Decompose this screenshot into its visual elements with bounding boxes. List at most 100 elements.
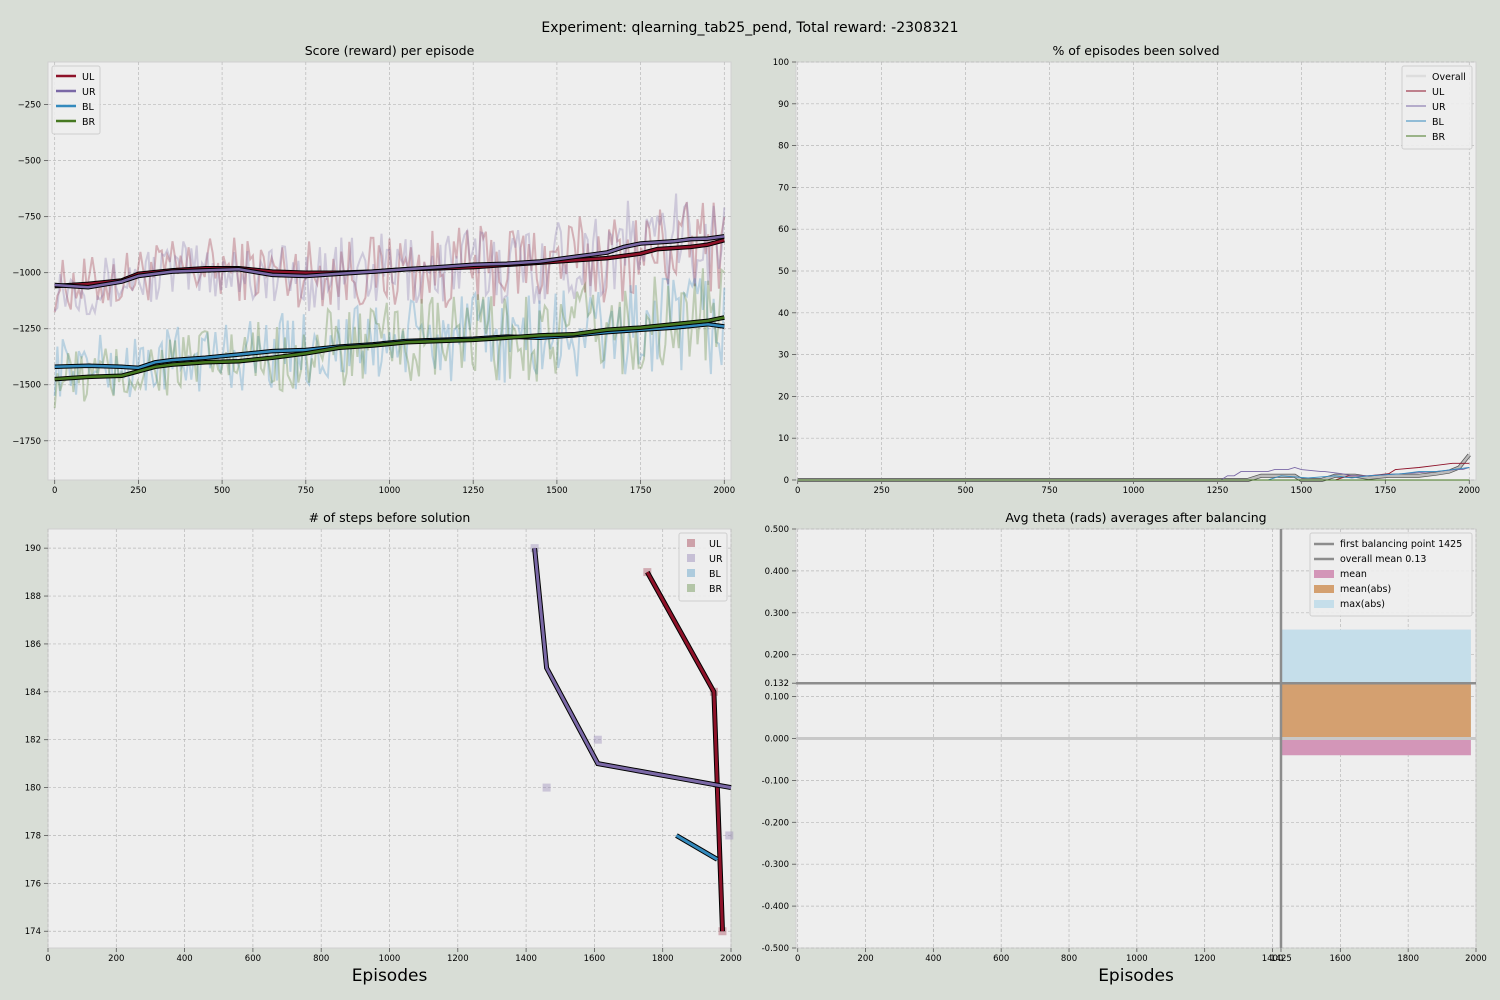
y-tick-label: −750 [18,213,41,223]
legend-label: UR [1432,102,1446,113]
y-tick-label: 0 [784,476,789,486]
x-axis-label: Episodes [1098,966,1174,986]
y-tick-label: 0.000 [765,735,789,745]
y-tick-label: 176 [25,879,41,889]
chart-score: Score (reward) per episode 0 250 500 750 1000… [12,43,735,496]
x-tick-label: 1200 [1194,954,1216,964]
x-tick-label: 1800 [1397,954,1419,964]
x-tick-label: 250 [874,486,890,496]
y-tick-label: 20 [778,392,789,402]
x-tick-label: 1400 [1262,954,1284,964]
x-tick-label: 250 [130,486,146,496]
legend-box [1309,532,1473,617]
legend-label: first balancing point 1425 [1340,539,1462,550]
x-tick-label: 1750 [630,486,652,496]
smoothed-line-UR [54,235,725,289]
y-tick-label: 0.400 [765,567,789,577]
x-tick-label: 1800 [652,954,674,964]
x-tick-label: 2000 [720,954,742,964]
legend: UL UR BL BR [678,532,728,602]
chart-theta: Avg theta (rads) averages after balancin… [762,510,1487,986]
bar-mean(abs) [1280,683,1471,739]
legend-label: mean(abs) [1340,584,1391,595]
x-tick-label: 1000 [379,486,401,496]
legend-label: UL [82,72,95,83]
x-tick-label: 2000 [713,486,735,496]
x-tick-label: 1250 [462,486,484,496]
y-tick-label: −1500 [12,381,41,391]
y-tick-label: 178 [25,831,41,841]
x-tick-label: 400 [925,954,941,964]
marker-UR [542,783,551,792]
legend-label: UR [709,554,723,565]
legend-swatch [1314,570,1334,578]
raw-line-UL [53,201,726,313]
x-tick-label: 750 [1041,486,1057,496]
line-BL [675,834,719,861]
y-tick-label: -0.500 [762,944,789,954]
x-tick-label: 0 [45,954,50,964]
x-tick-label: 600 [993,954,1009,964]
chart-title: % of episodes been solved [1052,43,1219,58]
y-tick-label: −1750 [12,437,41,447]
legend-swatch [1314,585,1334,593]
x-tick-label: 0 [795,486,800,496]
legend-label: UL [1432,87,1445,98]
y-tick-label: 0.100 [765,693,789,703]
raw-line-UR [53,193,726,317]
y-tick-label: 10 [778,434,789,444]
x-tick-label: 0 [795,954,800,964]
legend-label: UL [709,539,722,550]
x-tick-label: 1000 [1126,954,1148,964]
y-tick-label: 184 [25,688,41,698]
legend-label: BL [1432,117,1445,128]
legend: Overall UL UR BL BR [1401,65,1473,150]
bar-mean [1280,738,1471,756]
x-tick-label: 1750 [1375,486,1397,496]
y-tick-label: -0.300 [762,860,789,870]
y-tick-label: 50 [778,267,789,277]
legend-swatch [1314,600,1334,608]
x-tick-label: 1200 [447,954,469,964]
legend-box [678,532,728,602]
legend-label: mean [1340,569,1367,580]
x-tick-label: 1400 [515,954,537,964]
x-tick-label: 750 [298,486,314,496]
smoothed-line-BR [54,316,725,381]
y-tick-label: 188 [25,592,41,602]
legend-label: overall mean 0.13 [1340,554,1426,565]
x-tick-label: 1000 [1123,486,1145,496]
legend-label: BR [1432,132,1446,143]
x-tick-label: 1500 [1291,486,1313,496]
figure-suptitle: Experiment: qlearning_tab25_pend, Total … [541,20,958,36]
legend-swatch [687,554,695,562]
legend-label: max(abs) [1340,599,1385,610]
y-tick-label: 0.200 [765,651,789,661]
y-tick-label: 30 [778,351,789,361]
plot-area [47,528,732,949]
marker-UR [725,831,734,840]
y-tick-label: 0.300 [765,609,789,619]
y-tick-label: 186 [25,640,41,650]
x-tick-label: 2000 [1458,486,1480,496]
chart-title: # of steps before solution [309,510,471,525]
x-tick-label: 500 [957,486,973,496]
y-tick-label: 60 [778,225,789,235]
x-tick-label: 600 [245,954,261,964]
series-line-UR [797,467,1470,481]
line-UR [533,548,732,790]
x-tick-label: 1000 [379,954,401,964]
x-tick-label: 1425 [1270,954,1292,964]
chart-title: Avg theta (rads) averages after balancin… [1005,510,1266,525]
y-tick-label: −1000 [12,269,41,279]
legend-label: BL [709,569,722,580]
x-axis-label: Episodes [352,966,428,986]
legend-label: BL [82,102,95,113]
x-tick-label: 200 [857,954,873,964]
x-tick-label: 1600 [584,954,606,964]
x-tick-label: 0 [52,486,57,496]
marker-UR [593,735,602,744]
line-UL [645,571,724,932]
